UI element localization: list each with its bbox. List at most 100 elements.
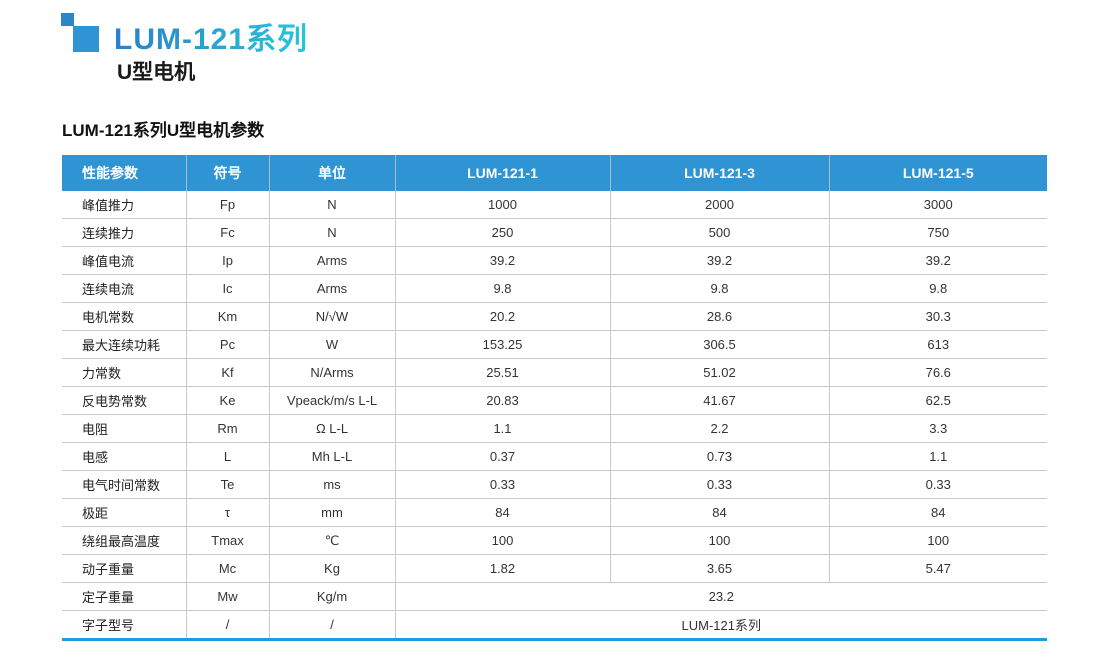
value-cell: 0.33: [610, 470, 830, 499]
symbol-cell: /: [186, 610, 270, 640]
table-row: 绕组最高温度 Tmax ℃ 100 100 100: [62, 526, 1047, 555]
value-cell: 1000: [395, 191, 611, 219]
value-cell: 1.82: [395, 554, 611, 583]
unit-cell: Arms: [269, 246, 396, 275]
col-header-model-1: LUM-121-1: [395, 155, 611, 191]
table-row: 反电势常数 Ke Vpeack/m/s L-L 20.83 41.67 62.5: [62, 386, 1047, 415]
symbol-cell: L: [186, 442, 270, 471]
brand-square-large-icon: [73, 26, 99, 52]
unit-cell: W: [269, 330, 396, 359]
unit-cell: ms: [269, 470, 396, 499]
value-cell: 3.3: [829, 414, 1047, 443]
value-cell: 62.5: [829, 386, 1047, 415]
param-cell: 电阻: [62, 414, 187, 443]
param-cell: 最大连续功耗: [62, 330, 187, 359]
table-row: 定子重量 Mw Kg/m 23.2: [62, 582, 1047, 611]
value-cell: 41.67: [610, 386, 830, 415]
spec-table-title: LUM-121系列U型电机参数: [62, 121, 265, 140]
value-cell: 0.33: [829, 470, 1047, 499]
unit-cell: mm: [269, 498, 396, 527]
col-header-param: 性能参数: [62, 155, 187, 191]
param-cell: 定子重量: [62, 582, 187, 611]
table-row: 最大连续功耗 Pc W 153.25 306.5 613: [62, 330, 1047, 359]
table-header-row: 性能参数 符号 单位 LUM-121-1 LUM-121-3 LUM-121-5: [62, 155, 1047, 191]
table-row: 峰值推力 Fp N 1000 2000 3000: [62, 191, 1047, 219]
value-cell: 3.65: [610, 554, 830, 583]
value-cell: 84: [395, 498, 611, 527]
value-cell: 3000: [829, 191, 1047, 219]
value-cell: 39.2: [829, 246, 1047, 275]
param-cell: 峰值电流: [62, 246, 187, 275]
param-cell: 极距: [62, 498, 187, 527]
unit-cell: ℃: [269, 526, 396, 555]
unit-cell: N/√W: [269, 302, 396, 331]
value-cell: 500: [610, 218, 830, 247]
col-header-model-5: LUM-121-5: [829, 155, 1047, 191]
value-cell: 39.2: [395, 246, 611, 275]
symbol-cell: Te: [186, 470, 270, 499]
value-cell: 20.83: [395, 386, 611, 415]
param-cell: 电气时间常数: [62, 470, 187, 499]
symbol-cell: Fc: [186, 218, 270, 247]
unit-cell: Mh L-L: [269, 442, 396, 471]
unit-cell: Kg: [269, 554, 396, 583]
value-cell: 100: [829, 526, 1047, 555]
symbol-cell: Kf: [186, 358, 270, 387]
value-cell: 1.1: [395, 414, 611, 443]
unit-cell: N: [269, 218, 396, 247]
spec-table-body: 峰值推力 Fp N 1000 2000 3000 连续推力 Fc N 250 500 750 峰值电流 I…: [62, 191, 1047, 640]
value-cell: 1.1: [829, 442, 1047, 471]
brand-square-small-icon: [61, 13, 74, 26]
value-cell: 250: [395, 218, 611, 247]
param-cell: 反电势常数: [62, 386, 187, 415]
col-header-symbol: 符号: [186, 155, 270, 191]
value-cell: 20.2: [395, 302, 611, 331]
table-row: 连续推力 Fc N 250 500 750: [62, 218, 1047, 247]
value-cell: 2.2: [610, 414, 830, 443]
symbol-cell: Rm: [186, 414, 270, 443]
spec-table: 性能参数 符号 单位 LUM-121-1 LUM-121-3 LUM-121-5…: [62, 155, 1047, 641]
param-cell: 动子重量: [62, 554, 187, 583]
value-cell: 51.02: [610, 358, 830, 387]
value-cell: 0.73: [610, 442, 830, 471]
value-cell: 30.3: [829, 302, 1047, 331]
value-cell: 613: [829, 330, 1047, 359]
table-row: 电气时间常数 Te ms 0.33 0.33 0.33: [62, 470, 1047, 499]
symbol-cell: Ip: [186, 246, 270, 275]
unit-cell: Kg/m: [269, 582, 396, 611]
symbol-cell: Pc: [186, 330, 270, 359]
param-cell: 力常数: [62, 358, 187, 387]
symbol-cell: τ: [186, 498, 270, 527]
symbol-cell: Fp: [186, 191, 270, 219]
symbol-cell: Ic: [186, 274, 270, 303]
value-cell: 84: [610, 498, 830, 527]
table-row: 峰值电流 Ip Arms 39.2 39.2 39.2: [62, 246, 1047, 275]
table-row: 动子重量 Mc Kg 1.82 3.65 5.47: [62, 554, 1047, 583]
value-cell: 750: [829, 218, 1047, 247]
unit-cell: /: [269, 610, 396, 640]
table-row: 连续电流 Ic Arms 9.8 9.8 9.8: [62, 274, 1047, 303]
param-cell: 连续电流: [62, 274, 187, 303]
series-title: LUM-121系列: [114, 23, 309, 56]
value-cell: 306.5: [610, 330, 830, 359]
param-cell: 字子型号: [62, 610, 187, 640]
value-cell: 9.8: [610, 274, 830, 303]
value-cell: 9.8: [395, 274, 611, 303]
value-cell: 28.6: [610, 302, 830, 331]
value-cell: 23.2: [395, 582, 1047, 611]
value-cell: LUM-121系列: [681, 618, 761, 633]
param-cell: 电感: [62, 442, 187, 471]
symbol-cell: Tmax: [186, 526, 270, 555]
value-cell: 100: [395, 526, 611, 555]
value-cell: 153.25: [395, 330, 611, 359]
col-header-model-3: LUM-121-3: [610, 155, 830, 191]
param-cell: 电机常数: [62, 302, 187, 331]
unit-cell: Arms: [269, 274, 396, 303]
value-cell: 5.47: [829, 554, 1047, 583]
param-cell: 连续推力: [62, 218, 187, 247]
param-cell: 峰值推力: [62, 191, 187, 219]
table-row: 电机常数 Km N/√W 20.2 28.6 30.3: [62, 302, 1047, 331]
unit-cell: N/Arms: [269, 358, 396, 387]
symbol-cell: Mc: [186, 554, 270, 583]
